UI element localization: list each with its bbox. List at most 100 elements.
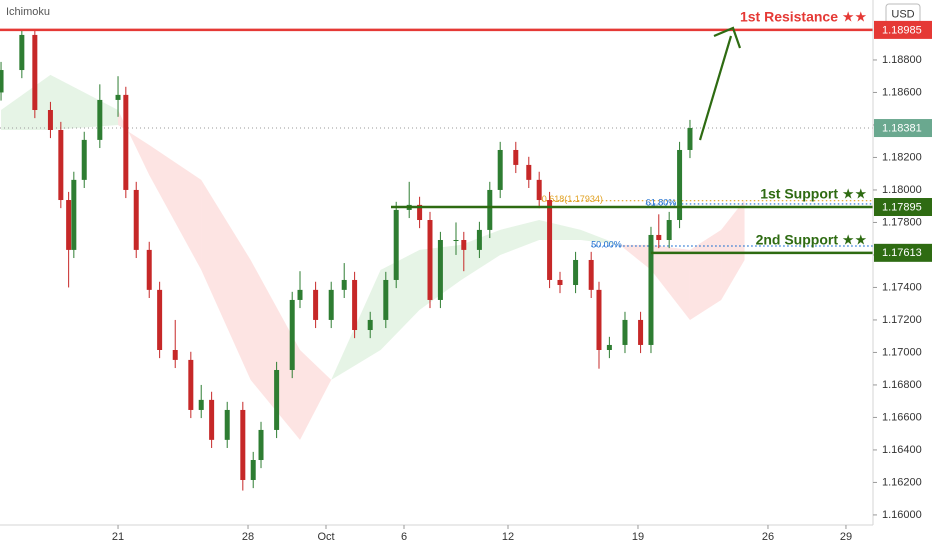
fib-label: 61.80%	[646, 197, 677, 207]
candle-body	[97, 99, 103, 140]
cloud-segment	[250, 259, 301, 440]
candle-body	[573, 259, 579, 286]
x-tick-label: 12	[502, 531, 514, 543]
cloud-segment	[721, 200, 745, 300]
candle-body	[297, 289, 303, 300]
candle-body	[240, 409, 246, 480]
candle-body	[289, 299, 295, 370]
cloud-segment	[149, 144, 202, 270]
candle-body	[32, 34, 38, 111]
candle-body	[81, 139, 87, 180]
candle-body	[198, 399, 204, 410]
y-tick-label: 1.17200	[882, 314, 922, 326]
candle-body	[115, 94, 121, 100]
candle-body	[497, 149, 503, 190]
candle-body	[19, 34, 25, 71]
candle-body	[638, 319, 644, 345]
level-label: 1st Resistance ★★	[740, 9, 867, 25]
candle-body	[209, 399, 215, 440]
candle-body	[427, 220, 433, 300]
x-tick-label: 19	[632, 531, 644, 543]
candle-body	[513, 149, 519, 165]
candle-body	[258, 429, 264, 461]
candle-body	[648, 234, 654, 345]
fib-label: 50.00%	[591, 239, 622, 249]
candle-body	[0, 70, 4, 93]
candle-body	[437, 239, 443, 300]
candle-body	[71, 179, 77, 250]
candle-body	[656, 234, 662, 240]
x-tick-label: 28	[242, 531, 254, 543]
indicator-label: Ichimoku	[6, 6, 50, 18]
candle-body	[526, 164, 532, 180]
candle-body	[133, 189, 139, 250]
level-price-tag: 1.17895	[882, 201, 922, 213]
last-price-tag: 1.18381	[882, 122, 922, 134]
cloud-segment	[580, 229, 620, 245]
x-tick-label: Oct	[317, 531, 334, 543]
candle-body	[383, 279, 389, 320]
candle-body	[274, 369, 280, 430]
candle-body	[250, 460, 256, 480]
cloud-segment	[380, 249, 420, 350]
cloud-segment	[500, 220, 540, 255]
cloud-segment	[201, 179, 251, 380]
cloud-segment	[461, 229, 501, 280]
candle-body	[393, 209, 399, 280]
y-tick-label: 1.17000	[882, 346, 922, 358]
candle-body	[476, 229, 482, 250]
cloud-segment	[118, 110, 150, 175]
candle-body	[606, 344, 612, 350]
candle-body	[188, 359, 194, 410]
x-tick-label: 29	[840, 531, 852, 543]
candle-body	[536, 179, 542, 201]
y-tick-label: 1.18200	[882, 151, 922, 163]
arrow-shaft	[698, 35, 733, 141]
candle-body	[367, 319, 373, 331]
fib-label: 0.618(1.17934)	[542, 194, 603, 204]
cloud-segment	[650, 244, 690, 320]
candle-body	[66, 200, 72, 250]
candle-body	[547, 200, 553, 280]
y-tick-label: 1.17800	[882, 216, 922, 228]
candle-body	[123, 94, 129, 190]
candle-body	[677, 149, 683, 221]
candle-body	[58, 129, 64, 201]
y-tick-label: 1.17400	[882, 281, 922, 293]
candle-body	[341, 279, 347, 290]
axes: 1.16000 1.16200 1.16400 1.16600 1.16800 1.170…	[112, 54, 922, 543]
candle-body	[596, 289, 602, 350]
y-tick-label: 1.16400	[882, 444, 922, 456]
level-price-tag: 1.18985	[882, 24, 922, 36]
level-label: 1st Support ★★	[760, 186, 867, 202]
candle-body	[224, 409, 230, 440]
arrow-head	[713, 26, 742, 49]
candle-body	[172, 350, 178, 360]
level-label: 2nd Support ★★	[756, 232, 867, 248]
candle-body	[588, 259, 594, 290]
x-tick-label: 6	[401, 531, 407, 543]
cloud-segment	[1, 74, 51, 130]
candle-body	[157, 289, 163, 350]
level-price-tag-bg	[874, 20, 932, 39]
plot-area: 0.618(1.17934) 61.80% 50.00% 1st Resistance…	[0, 9, 873, 491]
level-price-tag: 1.17613	[882, 247, 922, 259]
candle-body	[557, 279, 563, 286]
candle-body	[461, 239, 467, 250]
level-price-tag-bg	[874, 198, 932, 217]
level-price-tag-bg	[874, 243, 932, 262]
candle-body	[487, 189, 493, 230]
candle-body	[328, 289, 334, 320]
y-tick-label: 1.16200	[882, 476, 922, 488]
candle-body	[352, 279, 358, 331]
candle-body	[313, 289, 319, 320]
candle-body	[687, 128, 693, 150]
y-tick-label: 1.16600	[882, 411, 922, 423]
candle-body	[622, 319, 628, 345]
candle-body	[47, 110, 53, 130]
y-tick-label: 1.18600	[882, 86, 922, 98]
cloud-segment	[300, 350, 332, 440]
